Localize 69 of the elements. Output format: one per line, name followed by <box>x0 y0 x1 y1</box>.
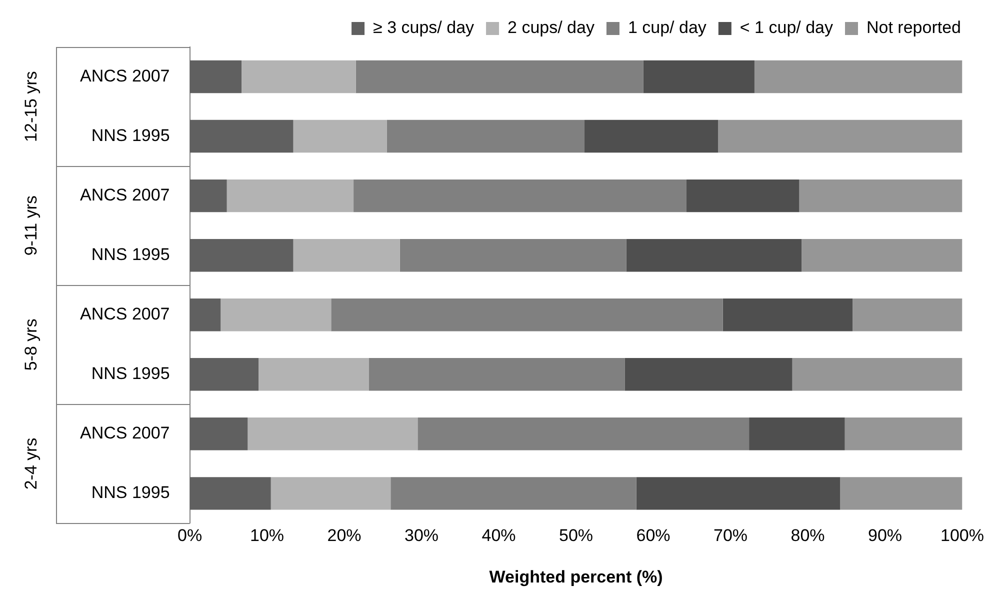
bar <box>686 179 800 212</box>
y-tick-label: NNS 1995 <box>91 245 170 264</box>
x-tick-label: 30% <box>404 526 439 546</box>
bar <box>356 60 644 94</box>
bar <box>792 358 962 391</box>
x-tick-label: 70% <box>714 526 748 546</box>
bar <box>368 358 625 391</box>
legend-label: ≥ 3 cups/ day <box>373 18 475 38</box>
x-tick-label: 0% <box>177 526 202 546</box>
bar <box>418 418 750 450</box>
bar <box>718 120 962 153</box>
legend-label: 1 cup/ day <box>628 18 707 38</box>
legend-label: Not reported <box>866 18 962 38</box>
bar <box>390 477 636 510</box>
y-tick-label: NNS 1995 <box>91 364 170 384</box>
text: 12-15 yrs <box>22 71 41 142</box>
bar <box>643 60 754 94</box>
bar <box>852 298 962 332</box>
bar <box>190 477 271 510</box>
y-tick-label: ANCS 2007 <box>80 66 170 86</box>
bar <box>270 477 391 510</box>
bar <box>293 120 387 153</box>
bar <box>749 418 845 450</box>
y-tick-label: NNS 1995 <box>91 483 170 502</box>
bar <box>584 120 718 153</box>
x-tick-label: 100% <box>940 526 984 546</box>
legend-label: < 1 cup/ day <box>740 18 834 38</box>
bar <box>190 298 221 332</box>
bar <box>636 477 840 510</box>
bar <box>190 238 294 272</box>
x-tick-label: 40% <box>482 526 516 546</box>
bar <box>258 358 369 391</box>
x-tick-label: 20% <box>327 526 362 546</box>
y-tick-label: NNS 1995 <box>91 126 170 145</box>
bar <box>722 298 853 332</box>
bar <box>386 120 585 153</box>
bar <box>226 179 354 212</box>
x-tick-label: 10% <box>250 526 284 546</box>
text: 5-8 yrs <box>22 318 41 371</box>
bar <box>840 477 962 510</box>
bar <box>248 418 418 450</box>
bar <box>844 418 962 450</box>
legend-label: 2 cups/ day <box>508 18 595 38</box>
x-tick-label: 50% <box>559 526 594 546</box>
x-tick-label: 90% <box>868 526 902 546</box>
bar <box>400 238 626 272</box>
bar <box>293 238 400 272</box>
x-axis-title: Weighted percent (%) <box>489 567 663 586</box>
bar <box>190 120 294 153</box>
bar <box>626 238 802 272</box>
y-tick-label: ANCS 2007 <box>80 424 170 443</box>
x-tick-label: 80% <box>790 526 825 546</box>
bar <box>799 179 962 212</box>
bar <box>242 60 356 94</box>
text: 2-4 yrs <box>22 438 41 490</box>
bar <box>190 358 259 391</box>
bar <box>354 179 686 212</box>
x-tick-label: 60% <box>636 526 670 546</box>
bar <box>331 298 723 332</box>
bar <box>802 238 962 272</box>
bar <box>190 179 227 212</box>
bar <box>624 358 792 391</box>
y-tick-label: ANCS 2007 <box>80 186 170 204</box>
bar <box>220 298 332 332</box>
bar <box>754 60 962 94</box>
text: 9-11 yrs <box>22 195 41 256</box>
bar <box>190 418 248 450</box>
y-tick-label: ANCS 2007 <box>80 304 170 324</box>
bar <box>190 60 242 94</box>
